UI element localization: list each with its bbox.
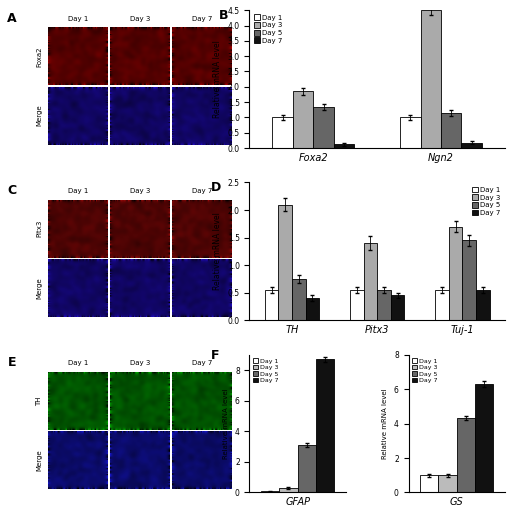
Bar xyxy=(264,290,278,320)
Text: Merge: Merge xyxy=(36,277,42,299)
Text: Merge: Merge xyxy=(36,105,42,127)
Text: F: F xyxy=(211,349,219,362)
Text: Day 7: Day 7 xyxy=(191,188,211,194)
Bar xyxy=(363,243,377,320)
Bar xyxy=(440,113,461,148)
Text: Day 7: Day 7 xyxy=(191,360,211,366)
Text: Day 1: Day 1 xyxy=(68,15,88,22)
Y-axis label: Relative mRNA level: Relative mRNA level xyxy=(382,388,387,459)
Bar xyxy=(278,205,292,320)
Legend: Day 1, Day 3, Day 5, Day 7: Day 1, Day 3, Day 5, Day 7 xyxy=(252,14,282,45)
Bar xyxy=(349,290,363,320)
Bar xyxy=(420,10,440,148)
Bar xyxy=(292,91,313,148)
Text: TH: TH xyxy=(36,396,42,406)
Bar xyxy=(400,117,420,148)
Text: E: E xyxy=(8,356,16,369)
Text: C: C xyxy=(8,184,16,197)
Bar xyxy=(279,488,297,492)
Y-axis label: Relative mRNA level: Relative mRNA level xyxy=(213,40,221,118)
Legend: Day 1, Day 3, Day 5, Day 7: Day 1, Day 3, Day 5, Day 7 xyxy=(411,358,437,384)
Text: Day 3: Day 3 xyxy=(129,188,150,194)
Y-axis label: Relative mRNA level: Relative mRNA level xyxy=(223,388,229,459)
Bar xyxy=(292,279,305,320)
Bar xyxy=(419,475,438,492)
Bar xyxy=(448,227,462,320)
Bar xyxy=(297,445,316,492)
Bar xyxy=(434,290,448,320)
Bar xyxy=(377,290,390,320)
Bar xyxy=(474,384,493,492)
Text: Day 1: Day 1 xyxy=(68,188,88,194)
Bar xyxy=(475,290,489,320)
Bar xyxy=(272,117,292,148)
Text: B: B xyxy=(218,9,228,22)
Text: A: A xyxy=(8,12,17,25)
Y-axis label: Relative mRNA level: Relative mRNA level xyxy=(213,212,221,290)
Text: Day 3: Day 3 xyxy=(129,360,150,366)
Text: Merge: Merge xyxy=(36,449,42,471)
Bar xyxy=(261,491,279,492)
Bar xyxy=(316,359,334,492)
Bar xyxy=(461,143,481,148)
Bar xyxy=(305,298,319,320)
Bar xyxy=(462,241,475,320)
Legend: Day 1, Day 3, Day 5, Day 7: Day 1, Day 3, Day 5, Day 7 xyxy=(252,358,278,384)
Text: Foxa2: Foxa2 xyxy=(36,46,42,67)
Legend: Day 1, Day 3, Day 5, Day 7: Day 1, Day 3, Day 5, Day 7 xyxy=(470,186,500,216)
Text: Day 3: Day 3 xyxy=(129,15,150,22)
Text: Pitx3: Pitx3 xyxy=(36,220,42,238)
Text: Day 1: Day 1 xyxy=(68,360,88,366)
Bar xyxy=(438,475,456,492)
Bar xyxy=(313,107,333,148)
Text: D: D xyxy=(211,181,221,194)
Bar xyxy=(456,419,474,492)
Text: Day 7: Day 7 xyxy=(191,15,211,22)
Bar xyxy=(390,295,404,320)
Bar xyxy=(333,144,354,148)
